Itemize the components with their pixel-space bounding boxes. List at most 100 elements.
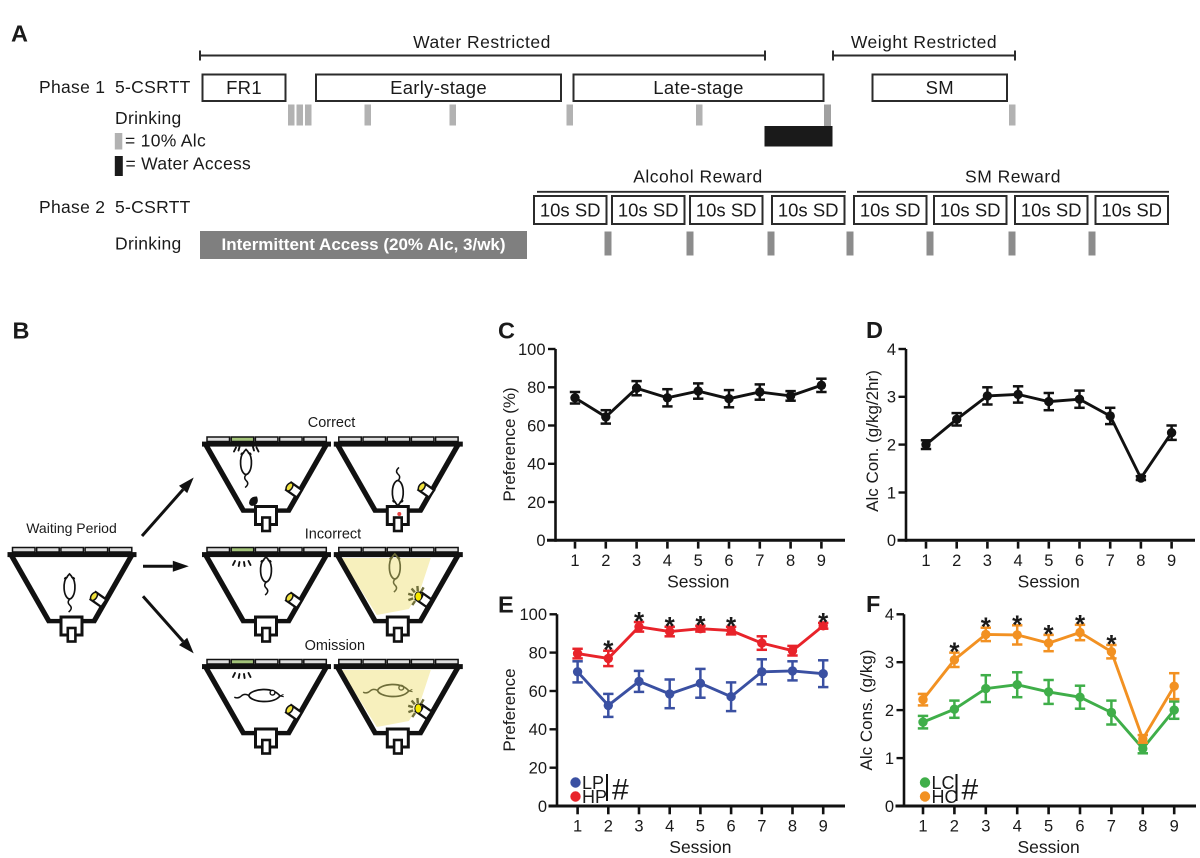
svg-text:1: 1 (887, 484, 896, 502)
svg-text:Alc Cons. (g/kg): Alc Cons. (g/kg) (857, 650, 876, 771)
svg-text:A: A (11, 21, 28, 47)
svg-text:*: * (1044, 619, 1055, 649)
svg-text:4: 4 (1014, 552, 1023, 570)
svg-text:Preference (%): Preference (%) (500, 387, 519, 501)
svg-text:*: * (818, 607, 829, 637)
svg-text:Weight Restricted: Weight Restricted (851, 32, 997, 52)
svg-text:40: 40 (527, 456, 545, 474)
svg-text:60: 60 (529, 683, 547, 701)
svg-text:*: * (726, 611, 737, 641)
svg-text:2: 2 (885, 702, 894, 720)
svg-text:6: 6 (727, 818, 736, 836)
svg-text:5: 5 (1044, 552, 1053, 570)
svg-text:10s SD: 10s SD (860, 200, 921, 221)
svg-text:0: 0 (885, 798, 894, 816)
svg-text:7: 7 (1106, 552, 1115, 570)
svg-text:3: 3 (981, 818, 990, 836)
svg-text:7: 7 (1107, 818, 1116, 836)
svg-text:10s SD: 10s SD (696, 200, 757, 221)
svg-text:5: 5 (1044, 818, 1053, 836)
svg-text:10s SD: 10s SD (778, 200, 839, 221)
svg-text:8: 8 (786, 552, 795, 570)
svg-text:Drinking: Drinking (115, 108, 182, 128)
svg-text:Early-stage: Early-stage (390, 77, 487, 98)
svg-text:5-CSRTT: 5-CSRTT (115, 197, 191, 217)
svg-text:LP: LP (582, 773, 604, 793)
svg-text:*: * (665, 611, 676, 641)
svg-text:*: * (1012, 609, 1023, 639)
svg-text:9: 9 (819, 818, 828, 836)
svg-text:9: 9 (817, 552, 826, 570)
svg-text:1: 1 (918, 818, 927, 836)
svg-text:2: 2 (887, 436, 896, 454)
svg-text:1: 1 (921, 552, 930, 570)
svg-text:1: 1 (570, 552, 579, 570)
svg-text:8: 8 (788, 818, 797, 836)
svg-text:8: 8 (1136, 552, 1145, 570)
svg-text:2: 2 (601, 552, 610, 570)
svg-text:B: B (13, 318, 30, 344)
svg-text:4: 4 (885, 606, 894, 624)
svg-text:7: 7 (755, 552, 764, 570)
svg-text:FR1: FR1 (226, 77, 262, 98)
svg-text:4: 4 (1013, 818, 1022, 836)
svg-text:F: F (866, 591, 880, 617)
svg-text:5-CSRTT: 5-CSRTT (115, 77, 191, 97)
svg-text:4: 4 (887, 341, 896, 359)
svg-text:1: 1 (885, 750, 894, 768)
svg-text:80: 80 (529, 644, 547, 662)
svg-text:2: 2 (952, 552, 961, 570)
svg-text:60: 60 (527, 417, 545, 435)
svg-text:20: 20 (529, 760, 547, 778)
svg-text:10s SD: 10s SD (940, 200, 1001, 221)
svg-text:Intermittent Access (20% Alc,: Intermittent Access (20% Alc, 3/wk) (221, 235, 505, 254)
svg-text:*: * (949, 637, 960, 667)
svg-text:5: 5 (696, 818, 705, 836)
svg-text:= Water Access: = Water Access (126, 154, 252, 174)
svg-text:6: 6 (724, 552, 733, 570)
svg-text:40: 40 (529, 721, 547, 739)
svg-text:10s SD: 10s SD (618, 200, 679, 221)
svg-text:6: 6 (1075, 818, 1084, 836)
svg-text:Waiting Period: Waiting Period (26, 520, 117, 536)
svg-text:Preference: Preference (500, 668, 519, 751)
svg-text:9: 9 (1167, 552, 1176, 570)
svg-text:D: D (866, 317, 883, 343)
svg-text:*: * (603, 635, 614, 665)
svg-text:Water Restricted: Water Restricted (413, 32, 551, 52)
svg-text:*: * (695, 610, 706, 640)
svg-text:80: 80 (527, 379, 545, 397)
svg-text:HP: HP (582, 787, 607, 807)
svg-text:Alc Con. (g/kg/2hr): Alc Con. (g/kg/2hr) (863, 370, 882, 512)
svg-text:Drinking: Drinking (115, 234, 182, 254)
svg-text:*: * (1075, 609, 1086, 639)
svg-text:*: * (1106, 629, 1117, 659)
svg-text:0: 0 (536, 532, 545, 550)
svg-text:3: 3 (885, 654, 894, 672)
svg-text:6: 6 (1075, 552, 1084, 570)
svg-text:SM: SM (926, 77, 954, 98)
svg-text:*: * (634, 606, 645, 636)
svg-text:20: 20 (527, 494, 545, 512)
svg-text:3: 3 (632, 552, 641, 570)
svg-text:3: 3 (887, 389, 896, 407)
svg-text:E: E (498, 592, 514, 618)
svg-text:9: 9 (1170, 818, 1179, 836)
svg-text:= 10% Alc: = 10% Alc (125, 131, 206, 151)
svg-text:8: 8 (1138, 818, 1147, 836)
svg-text:HC: HC (932, 787, 958, 807)
svg-text:Phase 2: Phase 2 (39, 197, 105, 217)
svg-text:4: 4 (663, 552, 672, 570)
svg-text:10s SD: 10s SD (1021, 200, 1082, 221)
svg-text:Incorrect: Incorrect (305, 527, 361, 543)
svg-text:Session: Session (1017, 837, 1079, 857)
svg-text:2: 2 (604, 818, 613, 836)
svg-text:10s SD: 10s SD (540, 200, 601, 221)
svg-text:100: 100 (519, 606, 547, 624)
svg-text:#: # (962, 774, 979, 807)
svg-text:100: 100 (518, 341, 546, 359)
svg-text:3: 3 (634, 818, 643, 836)
svg-text:SM Reward: SM Reward (965, 167, 1061, 187)
svg-text:5: 5 (694, 552, 703, 570)
svg-text:0: 0 (538, 798, 547, 816)
